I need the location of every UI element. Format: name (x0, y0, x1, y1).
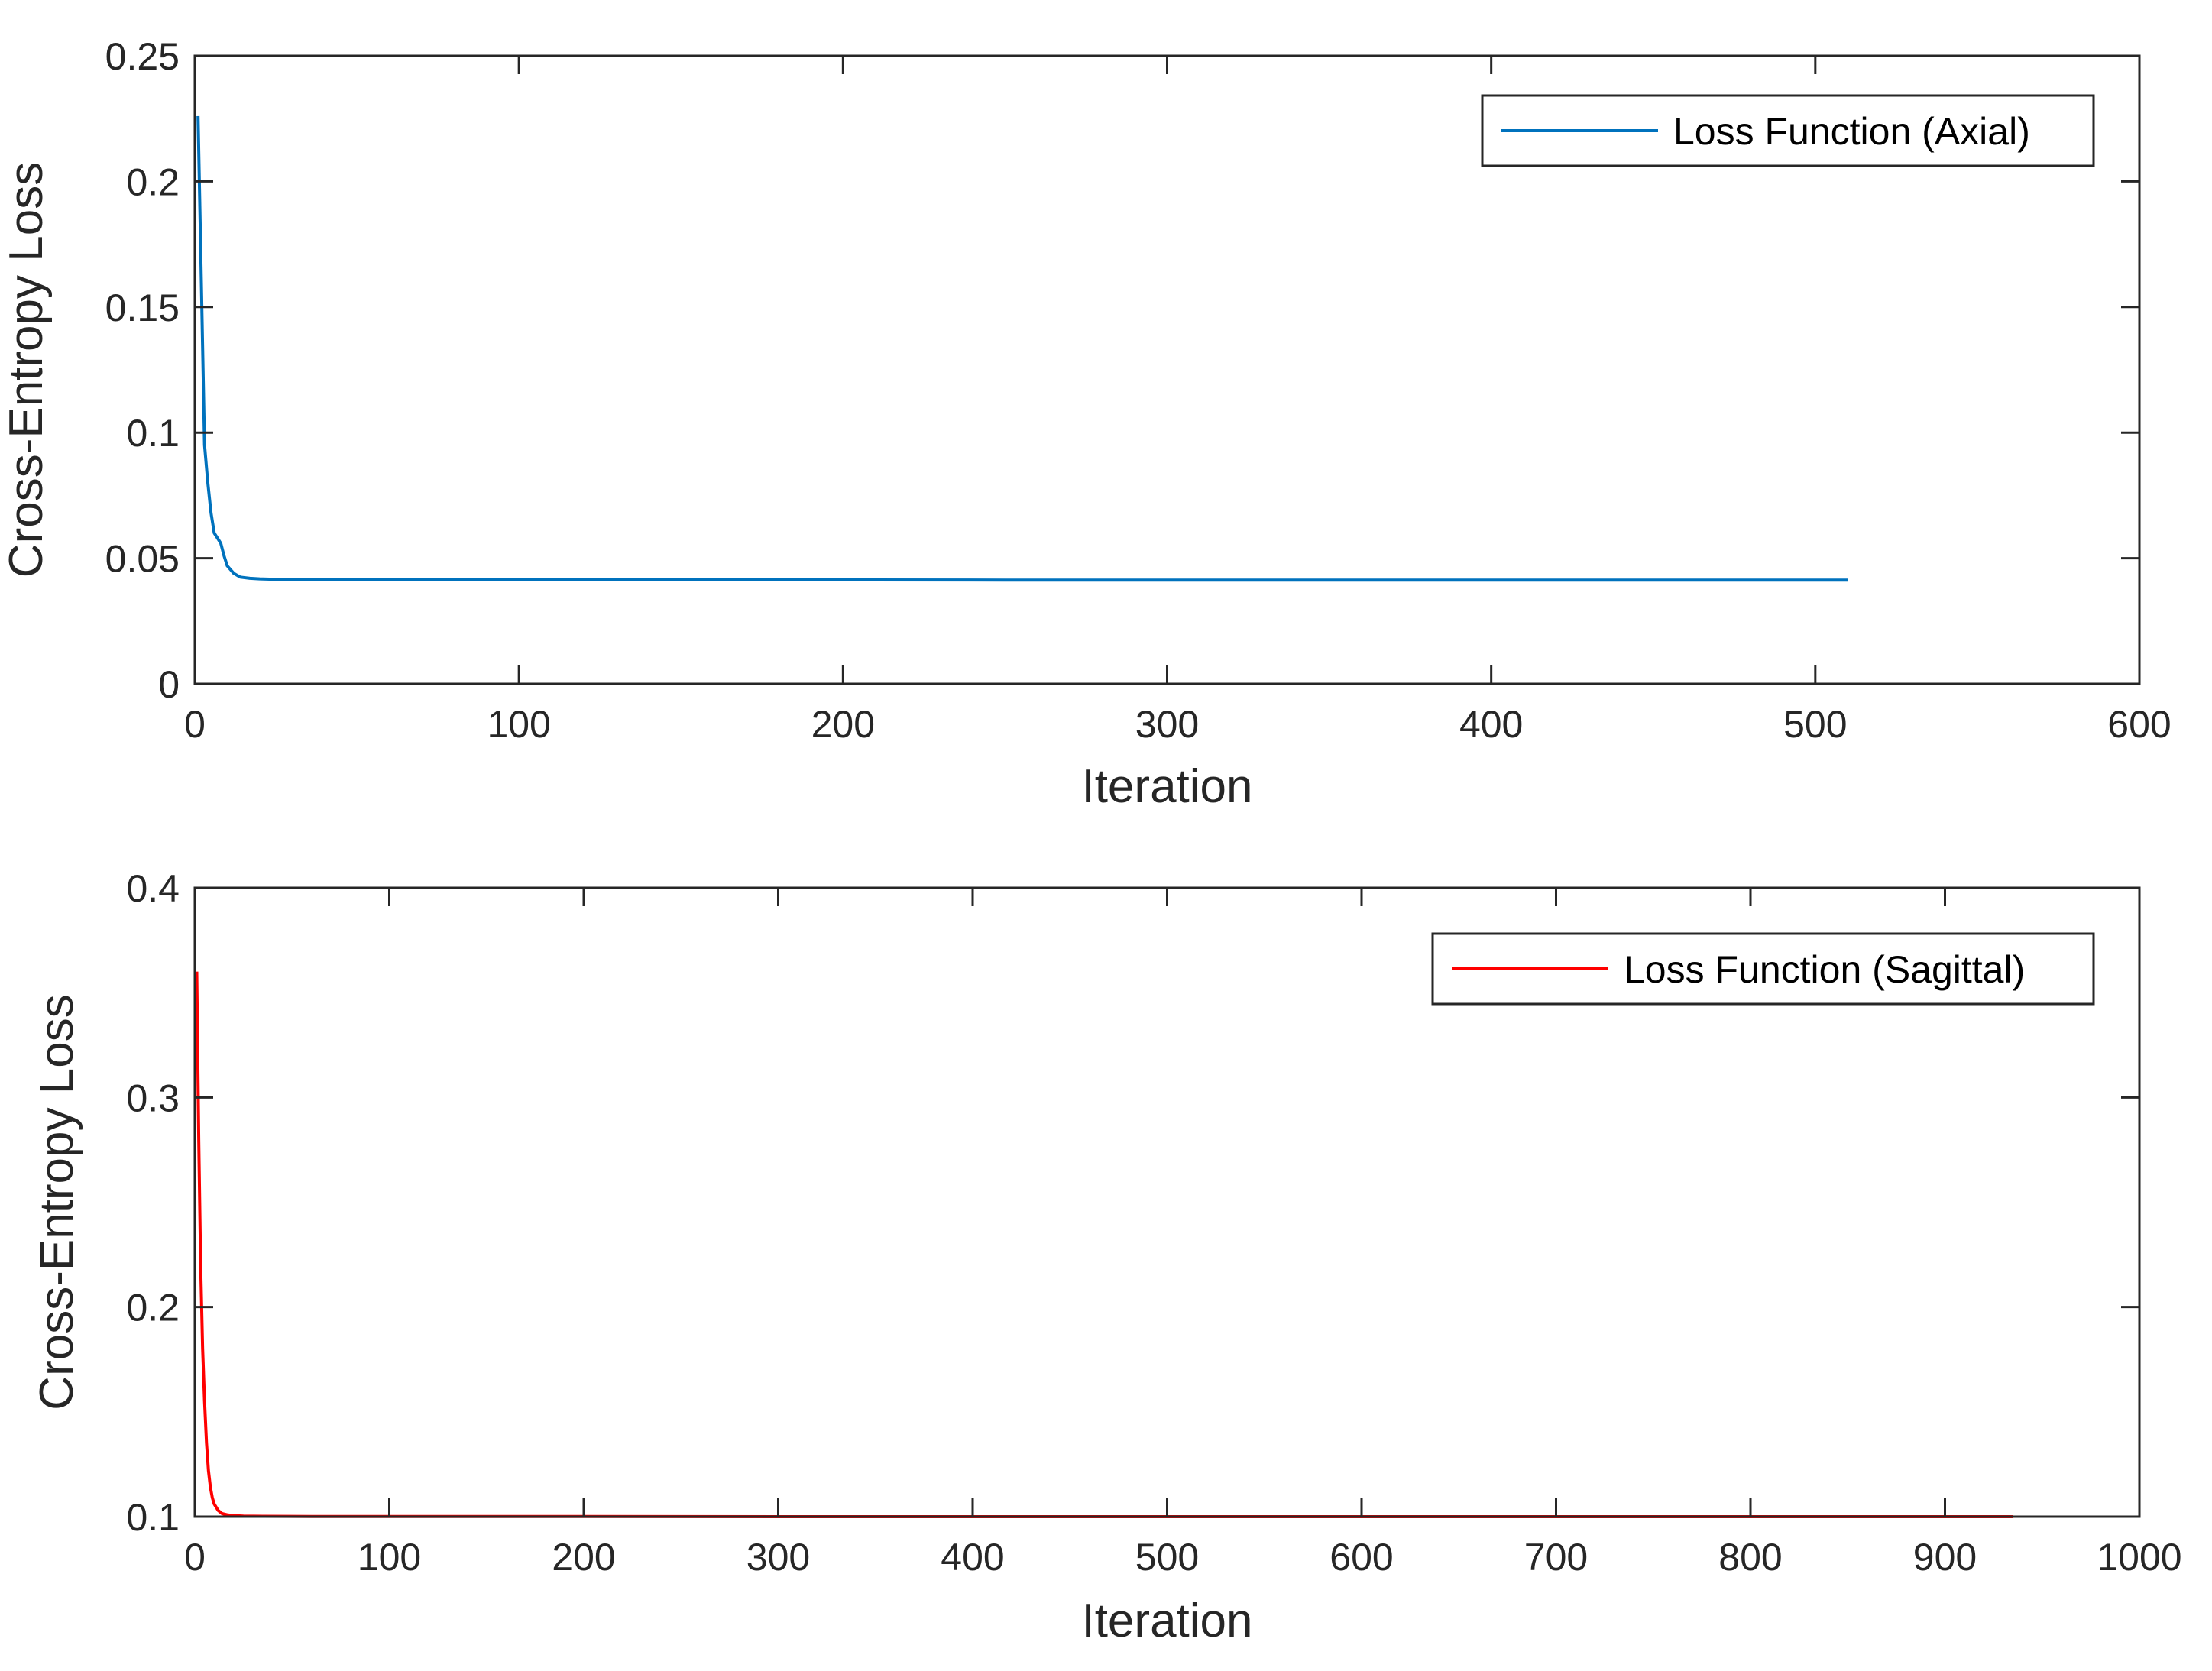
x-tick-label: 0 (184, 1536, 206, 1579)
x-tick-label: 600 (1329, 1536, 1393, 1579)
x-tick-label: 100 (487, 703, 550, 746)
y-tick-label: 0 (158, 663, 180, 706)
x-tick-label: 700 (1524, 1536, 1588, 1579)
x-tick-label: 500 (1783, 703, 1847, 746)
y-tick-label: 0.15 (105, 287, 180, 329)
series-line-1 (196, 115, 1848, 582)
x-tick-label: 400 (941, 1536, 1004, 1579)
y-tick-label: 0.2 (126, 1287, 180, 1329)
x-tick-label: 200 (552, 1536, 615, 1579)
legend: Loss Function (Axial) (1481, 94, 2095, 167)
x-tick-label: 800 (1718, 1536, 1782, 1579)
legend-label: Loss Function (Sagittal) (1624, 948, 2025, 991)
x-tick-label: 900 (1913, 1536, 1977, 1579)
y-tick-label: 0.1 (126, 1496, 180, 1539)
y-axis-label: Cross-Entropy Loss (31, 994, 83, 1410)
chart-2: 0 100 200 300 400 500 600 700 800 900 1000 0.1 0.2 0.… (31, 867, 2182, 1647)
x-tick-label: 500 (1135, 1536, 1199, 1579)
x-axis-label: Iteration (1081, 760, 1252, 813)
x-tick-label: 300 (747, 1536, 810, 1579)
y-tick-label: 0.25 (105, 35, 180, 78)
legend-label: Loss Function (Axial) (1673, 110, 2030, 153)
x-tick-label: 1000 (2097, 1536, 2181, 1579)
y-tick-label: 0.3 (126, 1077, 180, 1119)
x-tick-label: 600 (2107, 703, 2171, 746)
y-tick-label: 0.05 (105, 538, 180, 581)
x-tick-label: 100 (358, 1536, 421, 1579)
y-tick-label: 0.1 (126, 412, 180, 455)
x-tick-label: 400 (1459, 703, 1523, 746)
chart-1: 0 100 200 300 400 500 600 0 0.05 0.1 0.15 0.2 0.25 It… (0, 35, 2172, 813)
y-tick-label: 0.4 (126, 867, 180, 910)
y-axis-label: Cross-Entropy Loss (0, 162, 53, 578)
x-tick-label: 0 (184, 703, 206, 746)
x-axis-label: Iteration (1081, 1595, 1252, 1647)
y-tick-label: 0.2 (126, 160, 180, 203)
legend: Loss Function (Sagittal) (1431, 932, 2095, 1006)
x-tick-label: 300 (1135, 703, 1199, 746)
x-tick-label: 200 (811, 703, 875, 746)
